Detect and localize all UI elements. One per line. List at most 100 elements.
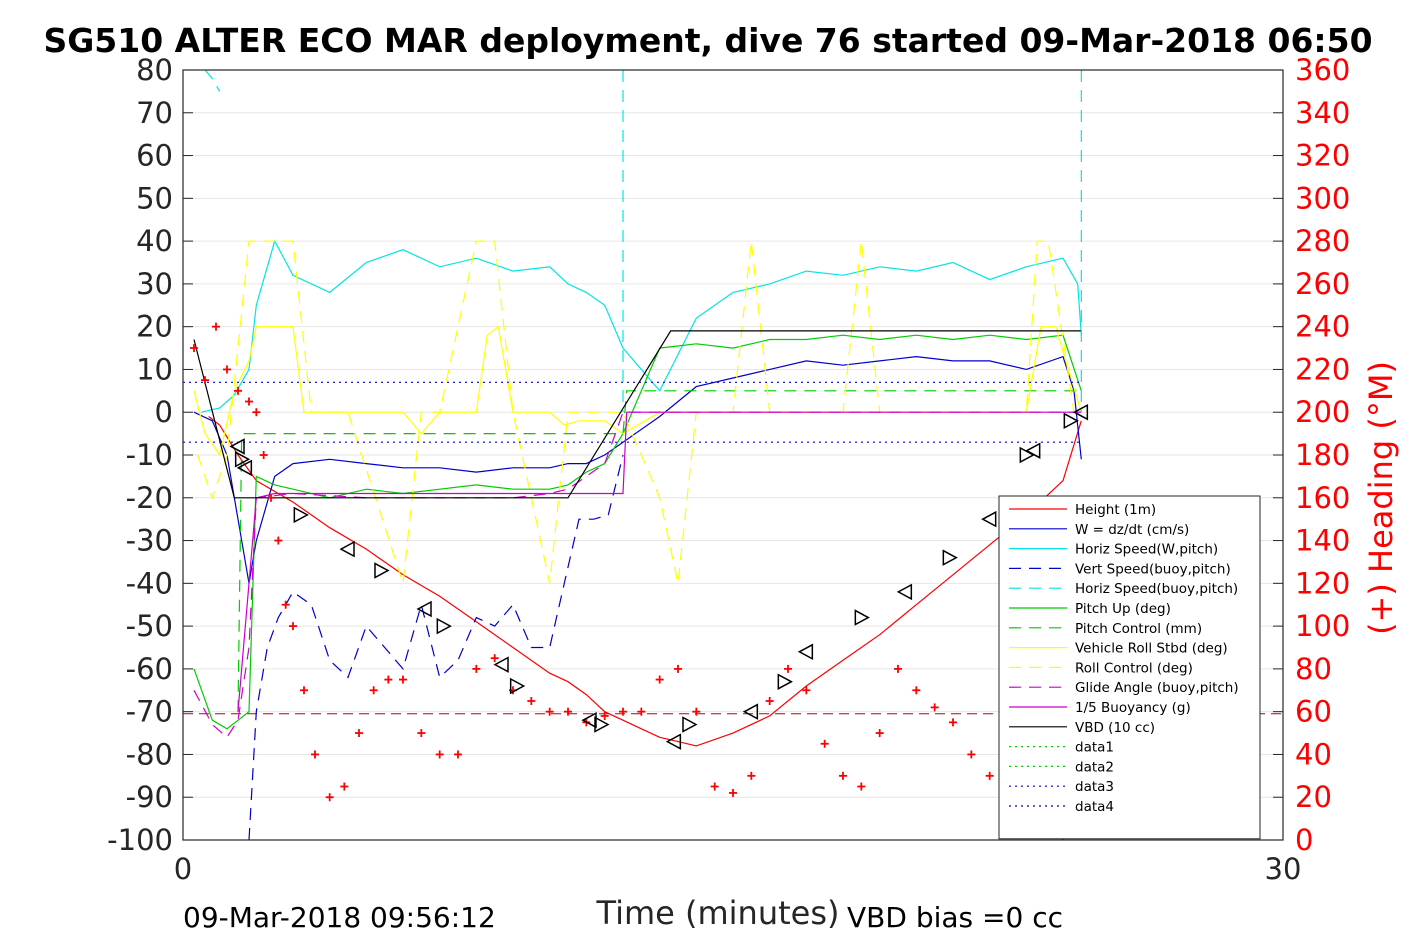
x-tick-label: 0	[174, 852, 192, 886]
heading-point	[930, 703, 939, 712]
series-line-pitch_ctl	[237, 390, 1082, 712]
y-tick-label-right: 340	[1295, 96, 1350, 130]
turn-marker	[981, 510, 997, 528]
y-tick-label-left: -90	[126, 780, 173, 814]
y-tick-label-right: 200	[1295, 395, 1350, 429]
y-tick-label-left: 60	[136, 139, 173, 173]
turn-marker	[777, 673, 793, 690]
y-axis-label-right: (+) Heading (°M)	[1362, 361, 1400, 635]
turn-marker	[234, 451, 251, 468]
legend: Height (1m) W = dz/dt (cm/s) Horiz Speed(W…	[998, 495, 1261, 840]
legend-box	[998, 495, 1261, 840]
heading-point	[674, 664, 682, 673]
turn-marker	[293, 506, 309, 524]
y-tick-label-right: 40	[1295, 737, 1332, 771]
series-line-w	[193, 355, 1082, 584]
heading-point	[600, 711, 609, 720]
legend-label: Pitch Up (deg)	[1075, 601, 1171, 617]
turn-marker	[581, 711, 597, 729]
heading-point	[190, 344, 198, 353]
y-tick-label-left: -10	[126, 438, 173, 472]
turn-marker	[1063, 412, 1079, 430]
heading-point	[765, 696, 774, 705]
heading-point	[259, 451, 268, 459]
heading-point	[340, 782, 349, 791]
heading-point	[311, 750, 319, 759]
turn-marker	[229, 438, 245, 455]
y-tick-label-right: 140	[1295, 524, 1350, 558]
turn-marker	[594, 716, 610, 733]
turn-marker	[797, 643, 814, 661]
heading-point	[223, 365, 231, 374]
y-tick-label-right: 160	[1295, 481, 1350, 515]
heading-point	[325, 793, 334, 802]
y-tick-label-left: -80	[126, 737, 173, 771]
series-line-horiz	[201, 239, 1082, 413]
legend-label: data4	[1075, 799, 1114, 815]
turn-marker	[1025, 442, 1041, 459]
turn-marker	[854, 609, 870, 626]
heading-point	[454, 750, 462, 759]
turn-marker	[436, 617, 452, 635]
heading-point	[820, 739, 829, 748]
turn-marker	[682, 716, 698, 733]
y-tick-label-right: 280	[1295, 224, 1350, 258]
series-line-height	[208, 416, 1082, 747]
heading-point	[212, 322, 220, 331]
y-tick-label-left: -20	[126, 481, 173, 515]
heading-point	[435, 750, 444, 759]
plot-frame	[182, 69, 1284, 841]
turn-marker	[339, 540, 355, 558]
turn-marker	[942, 549, 958, 566]
turn-marker	[416, 600, 432, 618]
heading-point	[369, 686, 378, 695]
y-tick-label-left: -60	[126, 652, 173, 686]
heading-point	[710, 782, 719, 791]
heading-point	[894, 664, 902, 673]
legend-label: Horiz Speed(W,pitch)	[1075, 542, 1218, 558]
legend-label: Roll Control (deg)	[1075, 660, 1193, 676]
heading-point	[967, 750, 976, 759]
turn-marker	[236, 459, 253, 477]
y-tick-label-left: 20	[136, 310, 173, 344]
series-line-horiz_buoy	[204, 70, 221, 92]
y-tick-label-left: 10	[136, 352, 173, 386]
x-axis-label: Time (minutes)	[596, 894, 840, 932]
y-tick-label-left: -30	[126, 524, 173, 558]
legend-label: 1/5 Buoyancy (g)	[1075, 700, 1191, 716]
heading-point	[985, 771, 994, 780]
legend-label: data2	[1075, 759, 1114, 775]
y-tick-label-left: -40	[126, 566, 173, 600]
footer-vbd-bias: VBD bias =0 cc	[847, 901, 1063, 934]
axes: 80706050403020100-10-20-30-40-50-60-70-8…	[107, 53, 1350, 886]
legend-label: data3	[1075, 779, 1114, 795]
heading-point	[281, 600, 290, 609]
legend-label: Pitch Control (mm)	[1075, 621, 1202, 637]
turn-marker	[509, 677, 526, 695]
heading-point	[949, 718, 957, 727]
turn-marker	[742, 703, 759, 720]
heading-point	[245, 397, 253, 406]
legend-label: data1	[1075, 740, 1114, 756]
turn-marker	[665, 733, 682, 750]
heading-point	[289, 622, 297, 631]
series-line-vert_buoy	[248, 454, 624, 840]
heading-point	[490, 654, 499, 663]
y-tick-label-right: 220	[1295, 352, 1350, 386]
y-tick-label-left: 0	[155, 395, 173, 429]
y-tick-label-left: 80	[136, 53, 173, 87]
heading-point	[875, 729, 884, 738]
heading-point	[355, 729, 363, 738]
heading-point	[912, 686, 921, 695]
legend-label: W = dz/dt (cm/s)	[1075, 522, 1189, 538]
series-line-buoy	[237, 411, 1082, 712]
turn-marker	[1072, 403, 1089, 421]
y-tick-label-left: -70	[126, 695, 173, 729]
heading-point	[527, 696, 536, 705]
y-tick-label-right: 320	[1295, 139, 1350, 173]
heading-point	[472, 664, 481, 673]
heading-point	[399, 675, 407, 684]
legend-label: Height (1m)	[1075, 502, 1156, 518]
chart-title: SG510 ALTER ECO MAR deployment, dive 76 …	[43, 21, 1372, 60]
heading-point	[384, 675, 393, 684]
